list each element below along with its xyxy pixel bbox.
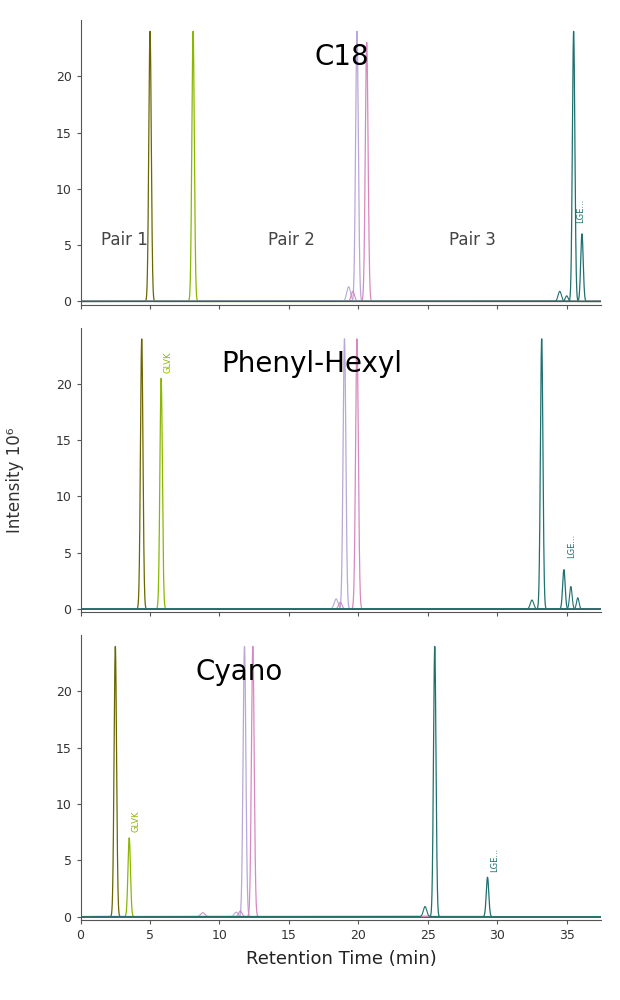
Text: Cyano: Cyano	[195, 658, 283, 686]
Text: LGE...: LGE...	[576, 198, 585, 223]
Text: Intensity 10⁶: Intensity 10⁶	[6, 427, 25, 533]
Text: Pair 2: Pair 2	[268, 231, 315, 249]
Text: Phenyl-Hexyl: Phenyl-Hexyl	[221, 350, 402, 378]
Text: Pair 1: Pair 1	[102, 231, 148, 249]
X-axis label: Retention Time (min): Retention Time (min)	[246, 950, 436, 968]
Text: LGE...: LGE...	[567, 534, 576, 558]
Text: GLVK: GLVK	[131, 811, 140, 832]
Text: GLVK: GLVK	[163, 351, 172, 373]
Text: Pair 3: Pair 3	[449, 231, 495, 249]
Text: LGE...: LGE...	[490, 847, 499, 872]
Text: C18: C18	[315, 43, 370, 71]
